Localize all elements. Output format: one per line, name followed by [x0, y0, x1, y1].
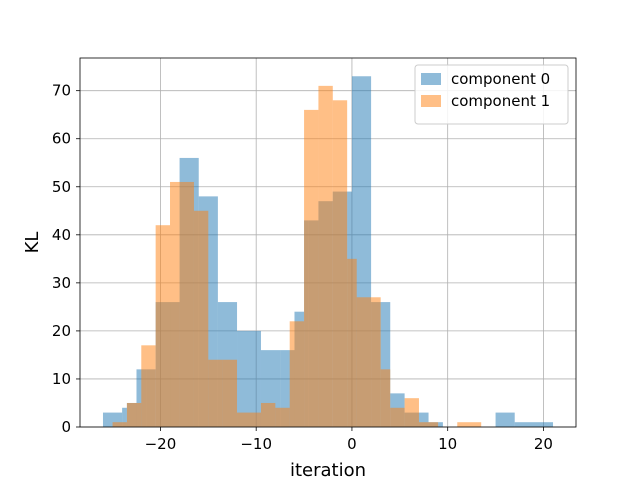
- histogram-bar-component-1: [155, 225, 171, 427]
- histogram-bar-component-1: [380, 369, 391, 427]
- histogram-bar-component-1: [237, 412, 257, 427]
- histogram-bar-component-1: [371, 297, 381, 427]
- x-tick-label: 20: [534, 435, 553, 453]
- histogram-bar-component-1: [170, 181, 180, 427]
- histogram-bar-component-1: [318, 85, 333, 427]
- histogram-bar-component-0: [256, 330, 261, 427]
- axis-ticks: −20 −10 0 10 20 0 10 20 30 40 50 60 70: [52, 82, 553, 453]
- histogram-bar-component-1: [126, 402, 142, 427]
- histogram-bars: [102, 76, 554, 427]
- y-tick-label: 20: [52, 322, 71, 340]
- histogram-bar-component-1: [347, 258, 357, 427]
- histogram-bar-component-1: [332, 100, 348, 427]
- x-tick-label: 0: [347, 435, 357, 453]
- plot-frame: [79, 57, 577, 428]
- legend-swatch-component-0: [421, 73, 441, 85]
- y-tick-label: 10: [52, 370, 71, 388]
- legend-label-component-0: component 0: [451, 70, 550, 88]
- x-tick-label: −10: [240, 435, 272, 453]
- histogram-bar-component-1: [208, 359, 223, 427]
- histogram-bar-component-0: [495, 412, 515, 427]
- histogram-bar-component-1: [193, 210, 209, 427]
- histogram-bar-component-0: [136, 369, 147, 427]
- y-tick-label: 70: [52, 82, 71, 100]
- y-tick-label: 0: [61, 418, 71, 436]
- legend-label-component-1: component 1: [451, 92, 550, 110]
- histogram-bar-component-0: [418, 412, 429, 427]
- y-tick-label: 30: [52, 274, 71, 292]
- legend-box: [414, 64, 569, 125]
- histogram-bar-component-1: [404, 398, 419, 427]
- histogram-bar-component-1: [356, 297, 372, 427]
- histogram-bar-component-0: [237, 330, 257, 427]
- histogram-bar-component-0: [514, 422, 554, 427]
- histogram-bar-component-1: [141, 345, 156, 427]
- histogram-bar-component-1: [390, 407, 405, 427]
- y-axis-label: KL: [22, 232, 43, 254]
- y-tick-label: 60: [52, 130, 71, 148]
- histogram-bar-component-1: [179, 181, 194, 427]
- x-axis-label: iteration: [290, 460, 366, 480]
- histogram-bar-component-1: [112, 422, 127, 427]
- histogram-bar-component-1: [275, 407, 290, 427]
- histogram-bar-component-0: [380, 302, 391, 427]
- histogram-bar-component-1: [260, 402, 276, 427]
- y-tick-label: 50: [52, 178, 71, 196]
- histogram-bar-component-1: [304, 109, 319, 427]
- histogram-bar-component-1: [428, 422, 439, 427]
- x-tick-label: 10: [438, 435, 457, 453]
- legend: component 0 component 1: [414, 64, 569, 125]
- x-tick-label: −20: [145, 435, 177, 453]
- histogram-bar-component-1: [256, 412, 261, 427]
- y-tick-label: 40: [52, 226, 71, 244]
- histogram-bar-component-1: [289, 321, 305, 427]
- legend-swatch-component-1: [421, 95, 441, 107]
- histogram-bar-component-1: [457, 422, 482, 427]
- histogram-bar-component-1: [418, 422, 429, 427]
- histogram-bar-component-1: [222, 359, 238, 427]
- histogram-bar-component-0: [438, 422, 443, 427]
- histogram-bar-component-0: [122, 407, 127, 427]
